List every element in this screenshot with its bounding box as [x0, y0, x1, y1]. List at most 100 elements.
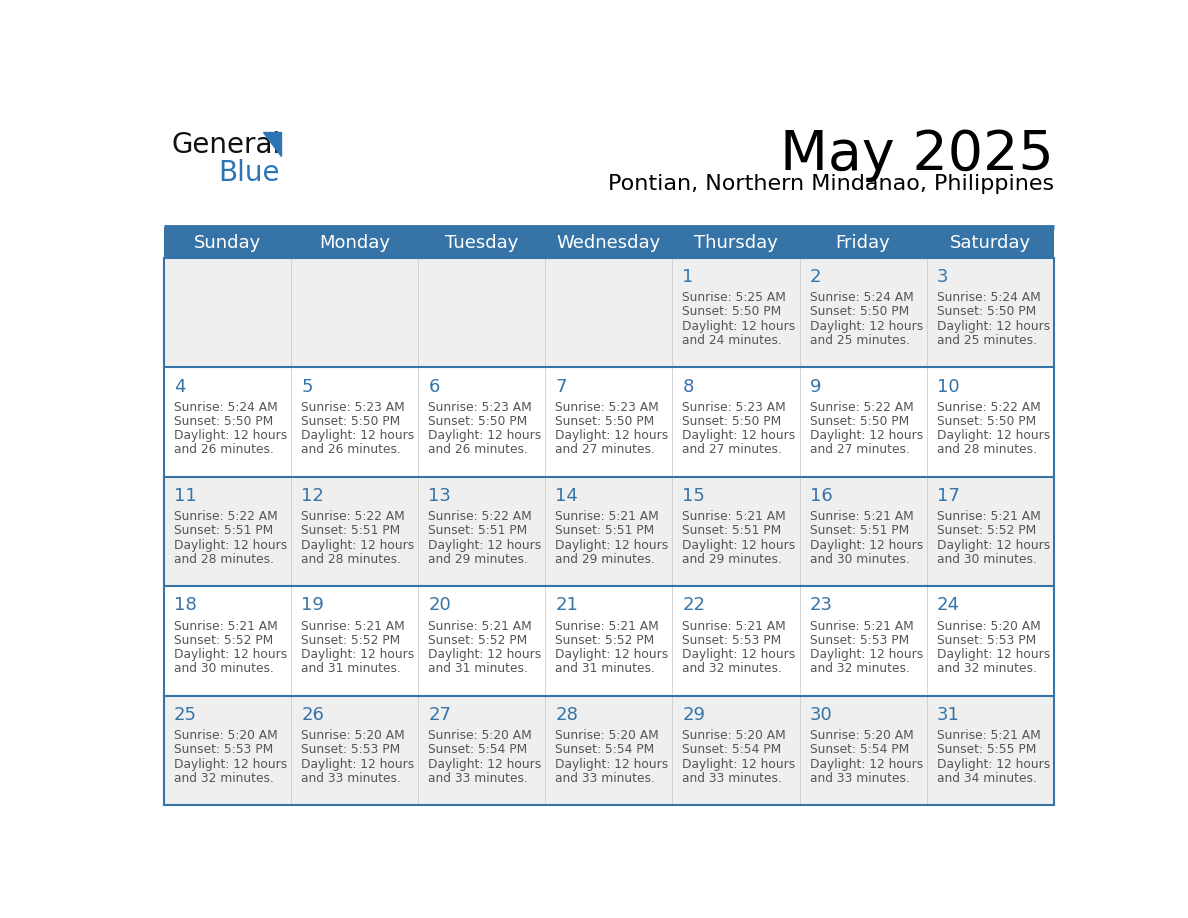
- Text: Sunrise: 5:24 AM: Sunrise: 5:24 AM: [809, 291, 914, 304]
- Text: Sunset: 5:53 PM: Sunset: 5:53 PM: [175, 744, 273, 756]
- Text: Sunset: 5:52 PM: Sunset: 5:52 PM: [555, 633, 655, 647]
- Text: and 30 minutes.: and 30 minutes.: [175, 662, 274, 676]
- Text: Daylight: 12 hours: Daylight: 12 hours: [429, 757, 542, 770]
- Text: 30: 30: [809, 706, 833, 724]
- Text: Sunrise: 5:21 AM: Sunrise: 5:21 AM: [936, 729, 1041, 742]
- Text: Sunrise: 5:24 AM: Sunrise: 5:24 AM: [936, 291, 1041, 304]
- Text: 24: 24: [936, 597, 960, 614]
- Text: Daylight: 12 hours: Daylight: 12 hours: [682, 757, 796, 770]
- Text: Daylight: 12 hours: Daylight: 12 hours: [682, 539, 796, 552]
- Text: Daylight: 12 hours: Daylight: 12 hours: [809, 429, 923, 442]
- Text: Sunrise: 5:22 AM: Sunrise: 5:22 AM: [809, 400, 914, 414]
- Text: and 33 minutes.: and 33 minutes.: [555, 772, 656, 785]
- Text: Sunrise: 5:24 AM: Sunrise: 5:24 AM: [175, 400, 278, 414]
- Text: 27: 27: [429, 706, 451, 724]
- Text: Daylight: 12 hours: Daylight: 12 hours: [936, 539, 1050, 552]
- Text: 4: 4: [175, 377, 185, 396]
- Text: Sunset: 5:51 PM: Sunset: 5:51 PM: [302, 524, 400, 537]
- Text: Sunrise: 5:22 AM: Sunrise: 5:22 AM: [429, 510, 532, 523]
- Text: Sunset: 5:51 PM: Sunset: 5:51 PM: [809, 524, 909, 537]
- Text: Sunrise: 5:21 AM: Sunrise: 5:21 AM: [429, 620, 532, 633]
- Text: 29: 29: [682, 706, 706, 724]
- Text: Sunrise: 5:21 AM: Sunrise: 5:21 AM: [175, 620, 278, 633]
- Text: Daylight: 12 hours: Daylight: 12 hours: [302, 429, 415, 442]
- Text: 5: 5: [302, 377, 312, 396]
- Text: Sunrise: 5:20 AM: Sunrise: 5:20 AM: [175, 729, 278, 742]
- Text: Sunrise: 5:20 AM: Sunrise: 5:20 AM: [555, 729, 659, 742]
- Text: Sunrise: 5:21 AM: Sunrise: 5:21 AM: [555, 510, 659, 523]
- Text: 22: 22: [682, 597, 706, 614]
- Text: 28: 28: [555, 706, 579, 724]
- Text: Sunset: 5:50 PM: Sunset: 5:50 PM: [429, 415, 527, 428]
- Text: Monday: Monday: [320, 233, 390, 252]
- Text: Daylight: 12 hours: Daylight: 12 hours: [175, 757, 287, 770]
- Text: 13: 13: [429, 487, 451, 505]
- Text: Daylight: 12 hours: Daylight: 12 hours: [555, 757, 669, 770]
- Text: Sunrise: 5:20 AM: Sunrise: 5:20 AM: [936, 620, 1041, 633]
- Text: Sunset: 5:50 PM: Sunset: 5:50 PM: [555, 415, 655, 428]
- Text: and 32 minutes.: and 32 minutes.: [936, 662, 1037, 676]
- Text: Sunset: 5:54 PM: Sunset: 5:54 PM: [429, 744, 527, 756]
- Text: and 32 minutes.: and 32 minutes.: [175, 772, 274, 785]
- Text: Daylight: 12 hours: Daylight: 12 hours: [936, 429, 1050, 442]
- Text: Daylight: 12 hours: Daylight: 12 hours: [682, 319, 796, 332]
- Text: Daylight: 12 hours: Daylight: 12 hours: [809, 319, 923, 332]
- Text: Daylight: 12 hours: Daylight: 12 hours: [302, 757, 415, 770]
- Text: 20: 20: [429, 597, 451, 614]
- Text: and 25 minutes.: and 25 minutes.: [809, 334, 910, 347]
- Text: Sunset: 5:52 PM: Sunset: 5:52 PM: [175, 633, 273, 647]
- Text: and 29 minutes.: and 29 minutes.: [682, 553, 783, 565]
- Text: Sunrise: 5:23 AM: Sunrise: 5:23 AM: [682, 400, 786, 414]
- Text: Daylight: 12 hours: Daylight: 12 hours: [175, 539, 287, 552]
- Text: Sunset: 5:53 PM: Sunset: 5:53 PM: [936, 633, 1036, 647]
- Bar: [164, 227, 1054, 258]
- Text: Tuesday: Tuesday: [446, 233, 518, 252]
- Text: 31: 31: [936, 706, 960, 724]
- Text: Sunrise: 5:20 AM: Sunrise: 5:20 AM: [809, 729, 914, 742]
- Text: and 33 minutes.: and 33 minutes.: [302, 772, 402, 785]
- Text: 14: 14: [555, 487, 579, 505]
- Text: Daylight: 12 hours: Daylight: 12 hours: [555, 539, 669, 552]
- Text: and 28 minutes.: and 28 minutes.: [936, 443, 1037, 456]
- Text: Friday: Friday: [835, 233, 891, 252]
- Text: Daylight: 12 hours: Daylight: 12 hours: [555, 648, 669, 661]
- Text: 26: 26: [302, 706, 324, 724]
- Text: Sunset: 5:54 PM: Sunset: 5:54 PM: [555, 744, 655, 756]
- Text: 21: 21: [555, 597, 579, 614]
- Text: 18: 18: [175, 597, 197, 614]
- Text: and 30 minutes.: and 30 minutes.: [809, 553, 910, 565]
- Bar: [164, 258, 1054, 367]
- Text: Sunrise: 5:21 AM: Sunrise: 5:21 AM: [682, 620, 786, 633]
- Text: 8: 8: [682, 377, 694, 396]
- Text: and 32 minutes.: and 32 minutes.: [809, 662, 910, 676]
- Text: Sunrise: 5:22 AM: Sunrise: 5:22 AM: [175, 510, 278, 523]
- Text: Daylight: 12 hours: Daylight: 12 hours: [809, 757, 923, 770]
- Text: Daylight: 12 hours: Daylight: 12 hours: [302, 648, 415, 661]
- Text: Sunset: 5:50 PM: Sunset: 5:50 PM: [682, 415, 782, 428]
- Text: 3: 3: [936, 268, 948, 286]
- Text: Daylight: 12 hours: Daylight: 12 hours: [175, 648, 287, 661]
- Text: Sunset: 5:50 PM: Sunset: 5:50 PM: [809, 306, 909, 319]
- Text: and 31 minutes.: and 31 minutes.: [429, 662, 529, 676]
- Text: Sunrise: 5:21 AM: Sunrise: 5:21 AM: [555, 620, 659, 633]
- Text: 23: 23: [809, 597, 833, 614]
- Bar: [164, 367, 1054, 477]
- Text: Sunrise: 5:20 AM: Sunrise: 5:20 AM: [302, 729, 405, 742]
- Text: Sunset: 5:51 PM: Sunset: 5:51 PM: [555, 524, 655, 537]
- Text: and 31 minutes.: and 31 minutes.: [302, 662, 402, 676]
- Text: Daylight: 12 hours: Daylight: 12 hours: [809, 648, 923, 661]
- Text: General: General: [172, 131, 282, 159]
- Text: 2: 2: [809, 268, 821, 286]
- Text: Wednesday: Wednesday: [557, 233, 661, 252]
- Text: Daylight: 12 hours: Daylight: 12 hours: [429, 539, 542, 552]
- Polygon shape: [264, 132, 282, 155]
- Text: Sunrise: 5:20 AM: Sunrise: 5:20 AM: [682, 729, 786, 742]
- Text: 15: 15: [682, 487, 706, 505]
- Text: Sunset: 5:50 PM: Sunset: 5:50 PM: [936, 415, 1036, 428]
- Text: Sunset: 5:51 PM: Sunset: 5:51 PM: [175, 524, 273, 537]
- Text: 25: 25: [175, 706, 197, 724]
- Text: and 27 minutes.: and 27 minutes.: [682, 443, 783, 456]
- Text: Sunset: 5:50 PM: Sunset: 5:50 PM: [302, 415, 400, 428]
- Text: Daylight: 12 hours: Daylight: 12 hours: [682, 648, 796, 661]
- Text: and 26 minutes.: and 26 minutes.: [302, 443, 402, 456]
